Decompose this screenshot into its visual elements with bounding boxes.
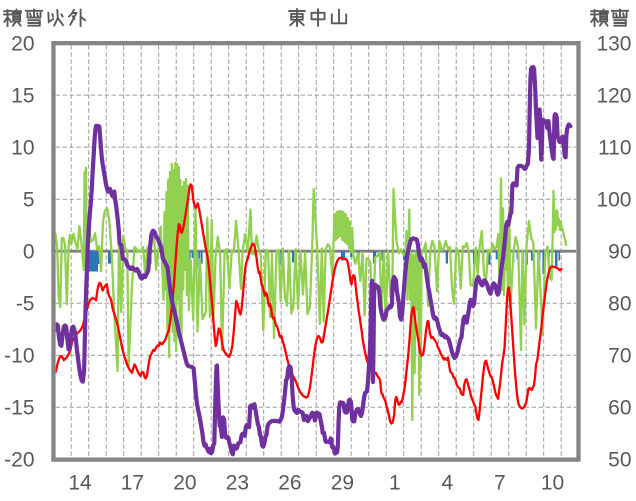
svg-text:80: 80 xyxy=(608,293,631,316)
svg-text:-10: -10 xyxy=(4,345,34,368)
svg-text:-15: -15 xyxy=(4,397,34,420)
svg-text:1: 1 xyxy=(389,472,401,495)
svg-text:15: 15 xyxy=(11,84,34,107)
svg-text:26: 26 xyxy=(278,472,301,495)
svg-text:50: 50 xyxy=(608,449,631,472)
svg-text:17: 17 xyxy=(121,472,144,495)
svg-text:-20: -20 xyxy=(4,449,34,472)
svg-text:10: 10 xyxy=(11,136,34,159)
svg-text:20: 20 xyxy=(173,472,196,495)
svg-text:4: 4 xyxy=(442,472,454,495)
svg-text:10: 10 xyxy=(541,472,564,495)
svg-text:29: 29 xyxy=(331,472,354,495)
svg-text:70: 70 xyxy=(608,345,631,368)
svg-text:60: 60 xyxy=(608,397,631,420)
svg-text:0: 0 xyxy=(23,240,35,263)
svg-text:7: 7 xyxy=(494,472,506,495)
svg-text:130: 130 xyxy=(596,32,631,55)
svg-text:14: 14 xyxy=(68,472,92,495)
svg-text:20: 20 xyxy=(11,32,34,55)
svg-text:100: 100 xyxy=(596,188,631,211)
svg-text:-5: -5 xyxy=(16,293,35,316)
svg-text:23: 23 xyxy=(226,472,249,495)
svg-text:120: 120 xyxy=(596,84,631,107)
svg-text:110: 110 xyxy=(598,136,631,159)
svg-text:5: 5 xyxy=(23,188,35,211)
svg-text:90: 90 xyxy=(608,240,631,263)
